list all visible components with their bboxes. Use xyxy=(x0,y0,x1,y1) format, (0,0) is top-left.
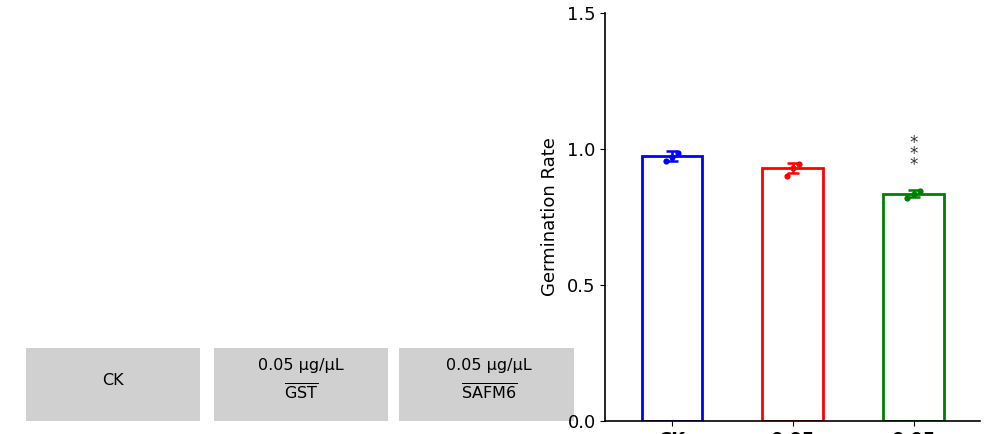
Text: *: * xyxy=(909,145,918,163)
Point xyxy=(779,173,795,180)
Text: CK: CK xyxy=(102,373,124,388)
Point xyxy=(912,187,928,194)
Y-axis label: Germination Rate: Germination Rate xyxy=(541,138,559,296)
Point xyxy=(658,158,674,165)
Point xyxy=(785,164,801,171)
Bar xyxy=(762,168,823,421)
Text: 0.05 μg/μL
$\overline{\mathrm{GST}}$: 0.05 μg/μL $\overline{\mathrm{GST}}$ xyxy=(258,358,344,403)
Point xyxy=(906,191,922,197)
Point xyxy=(791,161,807,168)
FancyBboxPatch shape xyxy=(214,348,388,434)
Bar xyxy=(883,194,944,421)
FancyBboxPatch shape xyxy=(399,348,574,434)
Point xyxy=(899,194,915,201)
Text: 0.05 μg/μL
$\overline{\mathrm{SAFM6}}$: 0.05 μg/μL $\overline{\mathrm{SAFM6}}$ xyxy=(446,358,532,403)
Text: *: * xyxy=(909,156,918,174)
Bar xyxy=(642,156,702,421)
Point xyxy=(670,150,686,157)
Text: *: * xyxy=(909,134,918,152)
Point xyxy=(664,154,680,161)
FancyBboxPatch shape xyxy=(26,348,200,434)
